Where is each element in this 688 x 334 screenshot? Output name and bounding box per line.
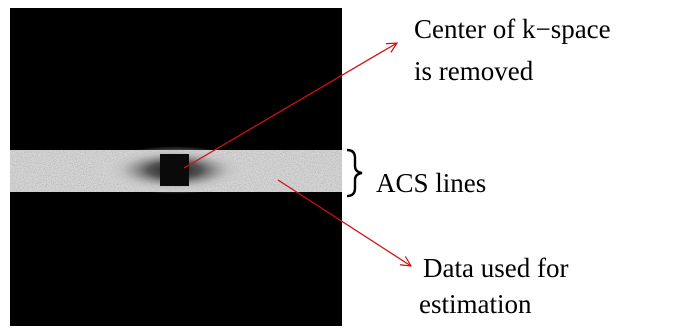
annotation-line: Data used for [423, 253, 568, 283]
annotation-line: estimation [419, 289, 532, 319]
annotation-label: ACS lines [376, 168, 486, 198]
annotation-line: is removed [414, 56, 534, 86]
brace [347, 150, 362, 196]
removed-center [160, 154, 189, 186]
annotation-line: Center of k−space [414, 14, 611, 44]
figure: Center of k−space is removed ACS lines D… [0, 0, 688, 334]
